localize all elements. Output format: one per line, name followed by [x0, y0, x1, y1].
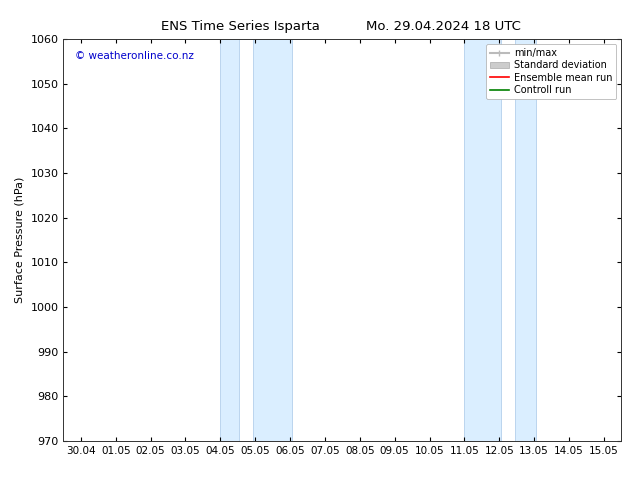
Text: ENS Time Series Isparta: ENS Time Series Isparta: [162, 20, 320, 33]
Bar: [515, 39, 536, 441]
Bar: [254, 39, 292, 441]
Bar: [464, 39, 501, 441]
Text: © weatheronline.co.nz: © weatheronline.co.nz: [75, 51, 193, 61]
Y-axis label: Surface Pressure (hPa): Surface Pressure (hPa): [15, 177, 25, 303]
Bar: [221, 39, 240, 441]
Legend: min/max, Standard deviation, Ensemble mean run, Controll run: min/max, Standard deviation, Ensemble me…: [486, 44, 616, 99]
Text: Mo. 29.04.2024 18 UTC: Mo. 29.04.2024 18 UTC: [366, 20, 521, 33]
